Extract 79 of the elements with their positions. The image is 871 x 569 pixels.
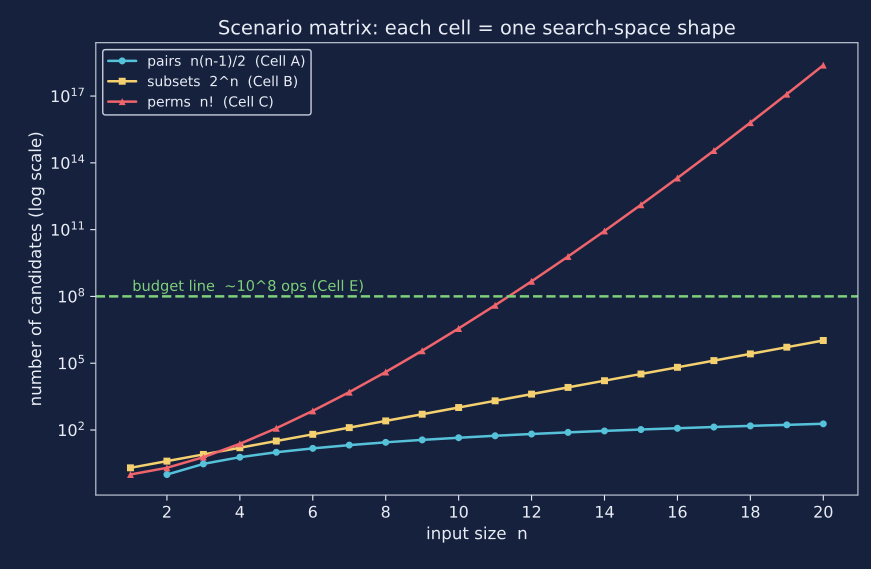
- x-axis-title: input size n: [428, 526, 526, 543]
- y-tick-label: 10$^{17}$: [52, 88, 84, 102]
- point: [346, 442, 353, 449]
- point: [309, 407, 316, 414]
- point: [236, 454, 244, 461]
- point: [382, 368, 390, 376]
- point: [674, 364, 681, 371]
- y-tick-label: 10$^{2}$: [59, 422, 84, 436]
- point: [564, 428, 572, 436]
- point: [200, 454, 207, 461]
- point: [492, 302, 499, 309]
- point: [418, 436, 426, 444]
- x-tick-label: 4: [236, 506, 244, 518]
- point: [746, 350, 754, 358]
- x-tick-label: 2: [163, 506, 170, 518]
- point: [200, 460, 207, 468]
- point: [528, 430, 536, 438]
- point: [163, 471, 170, 478]
- point: [455, 404, 462, 411]
- point: [492, 397, 499, 404]
- x-tick-label: 14: [596, 506, 614, 518]
- point: [528, 390, 536, 398]
- x-tick-label: 8: [382, 506, 390, 518]
- ref-line-label: budget line ~10^8 ops (Cell E): [134, 280, 363, 294]
- point: [346, 388, 353, 396]
- point: [236, 440, 244, 448]
- point: [783, 344, 790, 351]
- point: [820, 62, 827, 69]
- point: [126, 471, 134, 478]
- legend-label: perms n! (Cell C): [148, 96, 273, 110]
- x-tick-label: 20: [814, 506, 832, 518]
- x-tick-label: 12: [523, 506, 540, 518]
- y-tick-label: 10$^{8}$: [59, 288, 84, 303]
- point: [710, 424, 718, 431]
- point: [637, 370, 644, 378]
- point: [820, 337, 827, 344]
- x-tick-label: 18: [742, 506, 760, 518]
- point: [272, 448, 280, 456]
- x-tick-label: 6: [308, 506, 317, 518]
- point: [418, 410, 426, 418]
- point: [272, 438, 280, 444]
- point: [637, 426, 644, 434]
- point: [746, 422, 754, 430]
- x-tick-label: 16: [669, 506, 687, 518]
- point: [126, 464, 134, 472]
- point: [783, 90, 790, 98]
- point: [746, 119, 754, 126]
- point: [382, 417, 390, 424]
- point: [309, 444, 316, 452]
- chart-title: Scenario matrix: each cell = one search-space shape: [219, 20, 735, 38]
- point: [492, 432, 499, 440]
- point: [163, 458, 170, 465]
- point: [564, 384, 572, 391]
- point: [637, 201, 644, 208]
- point: [710, 357, 718, 364]
- x-tick-label: 10: [450, 506, 468, 518]
- point: [820, 420, 827, 428]
- legend-label: subsets 2^n (Cell B): [148, 76, 297, 88]
- y-axis-title: number of candidates (log scale): [28, 132, 45, 405]
- point: [674, 174, 681, 182]
- point: [601, 427, 608, 434]
- point: [163, 464, 170, 472]
- legend-label: pairs n(n-1)/2 (Cell A): [148, 55, 304, 69]
- point: [455, 325, 462, 332]
- y-tick-label: 10$^{5}$: [59, 354, 84, 370]
- y-tick-label: 10$^{14}$: [52, 154, 84, 170]
- point: [455, 434, 462, 442]
- point: [346, 424, 353, 432]
- point: [309, 430, 316, 438]
- point: [528, 278, 536, 285]
- point: [272, 424, 280, 432]
- point: [564, 253, 572, 260]
- point: [382, 438, 390, 446]
- y-tick-label: 10$^{11}$: [52, 221, 84, 236]
- point: [418, 347, 426, 354]
- point: [674, 424, 681, 432]
- point: [601, 227, 608, 234]
- point: [783, 421, 790, 428]
- point: [601, 377, 608, 384]
